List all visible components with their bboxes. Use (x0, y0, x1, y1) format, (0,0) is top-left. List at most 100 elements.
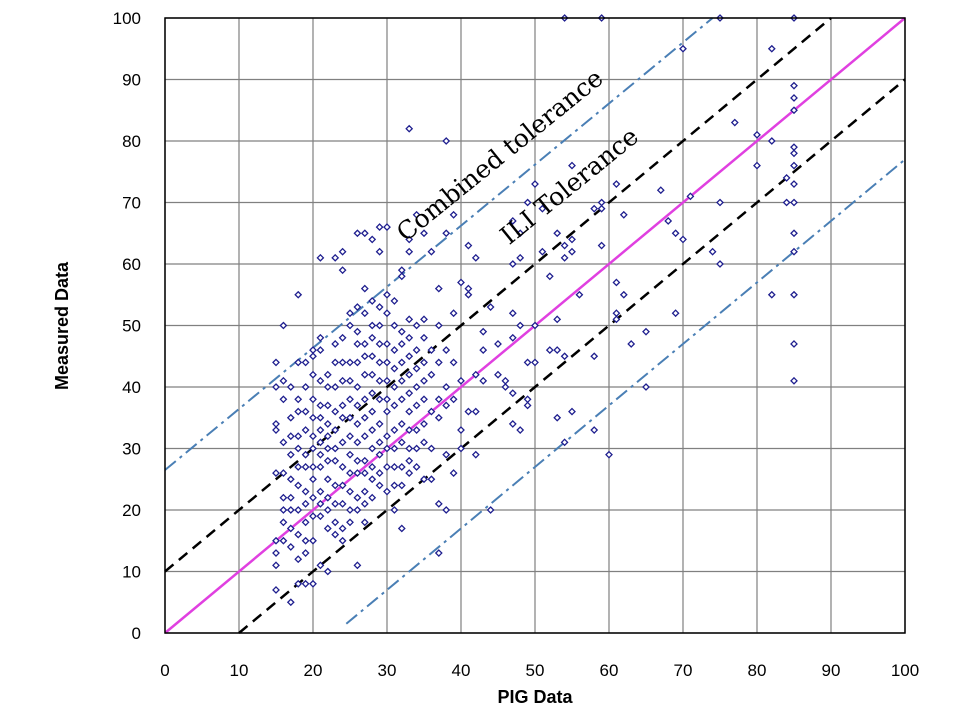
data-point-marker (568, 235, 576, 244)
data-point-marker (375, 438, 384, 447)
x-tick-label: 0 (160, 661, 169, 680)
data-point-marker (294, 555, 303, 564)
data-point-marker (309, 395, 317, 404)
data-point-marker (331, 530, 340, 539)
data-point-marker (294, 290, 303, 299)
y-tick-label: 90 (122, 71, 141, 90)
data-point-marker (708, 247, 717, 256)
data-point-marker (427, 247, 436, 256)
data-point-marker (753, 161, 761, 170)
data-point-marker (664, 217, 673, 225)
data-point-marker (590, 204, 599, 213)
data-point-marker (553, 413, 562, 422)
data-point-marker (412, 346, 421, 355)
data-point-marker (420, 438, 428, 447)
y-tick-label: 60 (122, 255, 141, 274)
data-point-marker (383, 223, 391, 232)
data-point-marker (627, 340, 636, 348)
data-point-marker (309, 493, 317, 502)
data-point-marker (316, 401, 325, 410)
data-point-marker (286, 493, 295, 502)
data-point-marker (360, 309, 369, 318)
data-point-marker (323, 567, 332, 576)
data-point-marker (486, 303, 495, 311)
data-point-marker (405, 235, 414, 244)
data-point-marker (679, 44, 687, 53)
data-point-marker (316, 499, 325, 508)
data-point-marker (301, 358, 310, 367)
data-point-marker (346, 450, 354, 459)
data-point-marker (560, 352, 569, 361)
data-point-marker (316, 333, 325, 342)
data-point-marker (790, 180, 798, 188)
data-point-marker (427, 407, 436, 416)
data-point-marker (434, 395, 443, 404)
data-point-marker (479, 346, 488, 355)
data-point-marker (420, 395, 428, 404)
data-point-marker (331, 383, 340, 391)
data-point-marker (531, 321, 539, 330)
data-point-marker (390, 383, 399, 391)
data-point-marker (375, 419, 384, 428)
data-point-marker (538, 204, 547, 213)
data-point-marker (360, 395, 369, 404)
data-point-marker (457, 278, 465, 287)
data-point-marker (316, 426, 325, 434)
data-point-marker (368, 475, 377, 484)
data-point-marker (294, 463, 303, 471)
x-tick-label: 80 (748, 661, 767, 680)
data-point-marker (531, 358, 539, 367)
data-point-marker (471, 407, 480, 416)
data-point-marker (323, 475, 332, 484)
data-point-marker (479, 376, 488, 385)
data-point-marker (560, 241, 569, 250)
data-point-marker (790, 81, 798, 90)
data-point-marker (360, 284, 369, 293)
data-point-marker (331, 358, 340, 367)
data-point-marker (412, 463, 421, 471)
data-point-marker (316, 450, 325, 459)
data-point-marker (360, 340, 369, 348)
data-point-marker (671, 309, 680, 318)
data-point-marker (368, 321, 377, 330)
data-point-marker (679, 235, 687, 244)
data-point-marker (767, 137, 776, 145)
data-point-marker (353, 456, 362, 465)
data-point-marker (331, 456, 340, 465)
data-point-marker (464, 290, 473, 299)
data-point-marker (553, 315, 562, 324)
data-point-marker (353, 401, 362, 410)
y-tick-label: 100 (113, 9, 141, 28)
data-point-marker (790, 376, 798, 385)
data-point-marker (360, 413, 369, 422)
data-point-marker (353, 303, 362, 311)
data-point-marker (316, 438, 325, 447)
data-point-marker (516, 321, 525, 330)
data-point-marker (782, 173, 791, 182)
y-tick-label: 80 (122, 132, 141, 151)
data-point-marker (286, 413, 295, 422)
data-point-marker (368, 389, 377, 398)
data-point-marker (375, 321, 384, 330)
data-point-marker (323, 456, 332, 465)
data-point-marker (434, 549, 443, 557)
data-point-marker (390, 426, 399, 434)
data-point-marker (294, 407, 303, 416)
data-point-marker (331, 481, 340, 490)
y-tick-label: 10 (122, 563, 141, 582)
dash-dot-reference-line (164, 17, 714, 471)
data-point-marker (279, 493, 288, 502)
data-point-marker (516, 426, 525, 434)
data-point-marker (368, 296, 377, 305)
data-point-marker (405, 333, 414, 342)
data-point-marker (782, 198, 791, 207)
data-point-marker (360, 432, 369, 441)
data-point-marker (390, 346, 399, 355)
y-axis-title: Measured Data (52, 261, 72, 390)
data-point-marker (360, 456, 369, 465)
data-point-marker (383, 487, 391, 496)
data-point-marker (286, 542, 295, 551)
y-tick-label: 20 (122, 501, 141, 520)
data-point-marker (383, 395, 391, 404)
x-tick-label: 20 (304, 661, 323, 680)
